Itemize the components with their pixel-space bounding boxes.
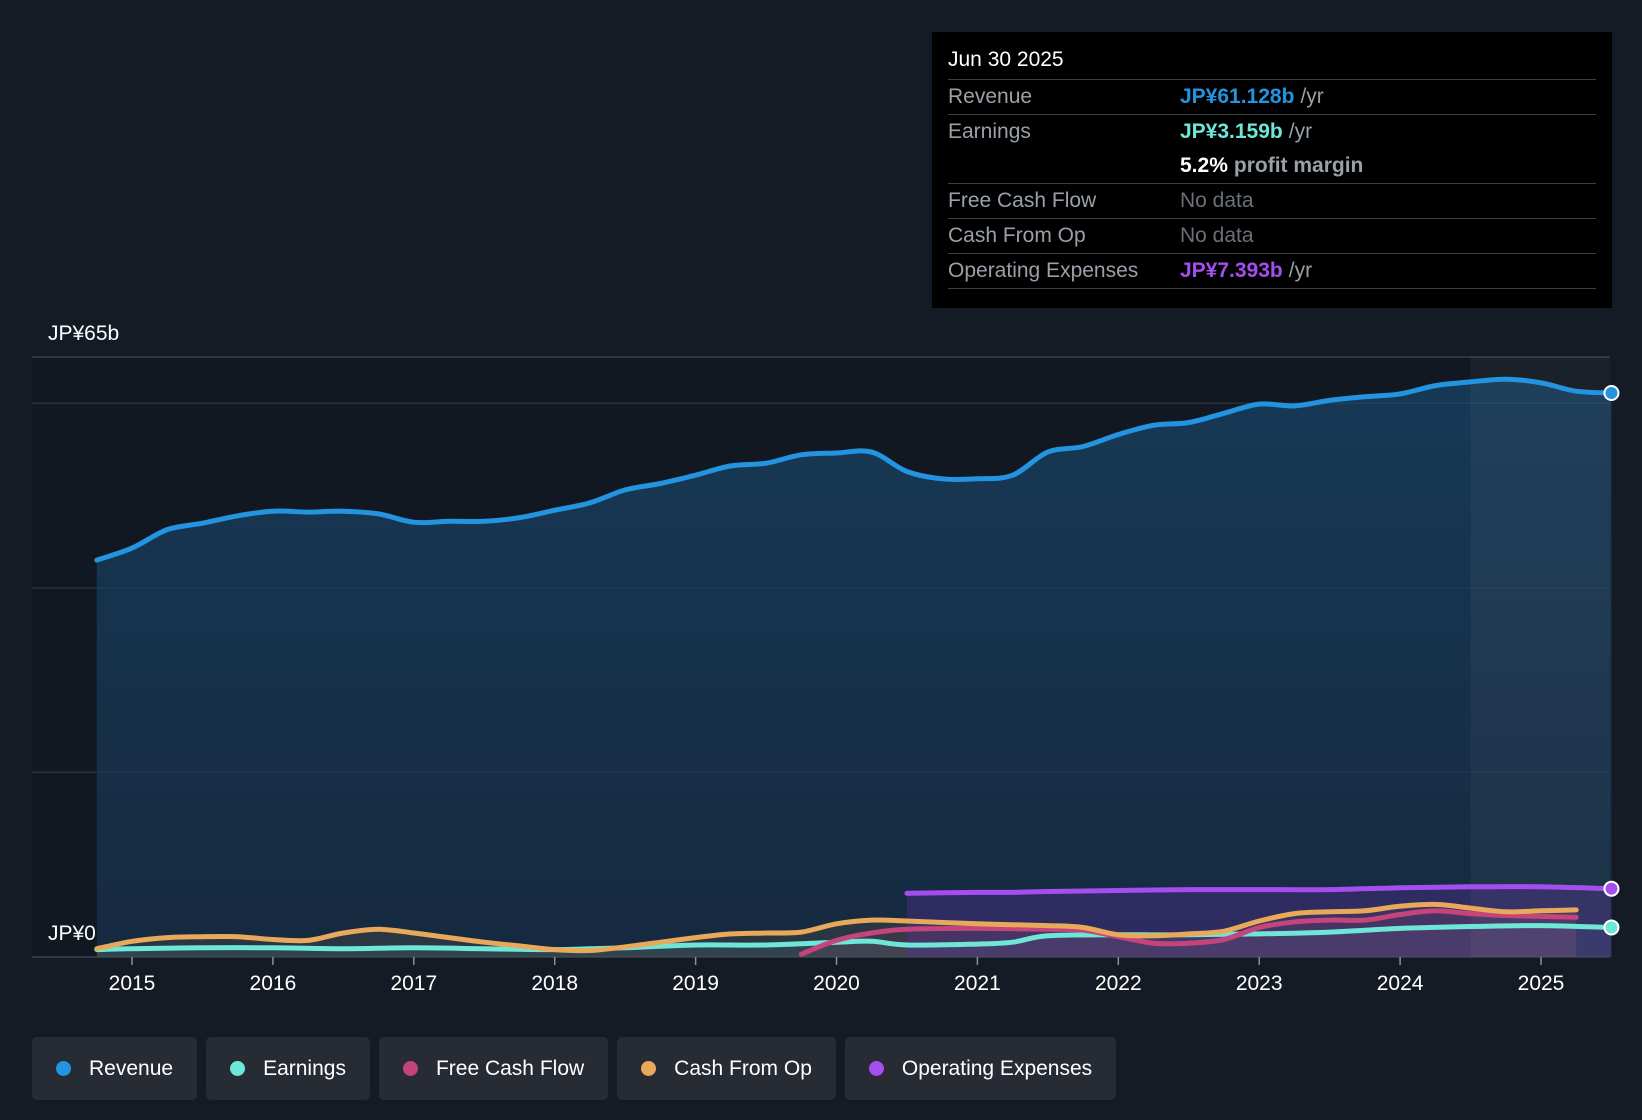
- x-tick-label: 2016: [250, 972, 297, 995]
- x-tick-label: 2024: [1377, 972, 1424, 995]
- tooltip-nodata: No data: [1180, 189, 1254, 212]
- tooltip-value: JP¥7.393b: [1180, 259, 1283, 282]
- legend: Revenue Earnings Free Cash Flow Cash Fro…: [32, 1037, 1125, 1100]
- end-point-operating-expenses: [1603, 880, 1620, 897]
- past-year-shade: [1470, 357, 1610, 957]
- tooltip-row-earnings: Earnings JP¥3.159b/yr: [948, 115, 1596, 149]
- legend-item-revenue[interactable]: Revenue: [32, 1037, 198, 1100]
- tooltip-row-opex: Operating Expenses JP¥7.393b/yr: [948, 254, 1596, 289]
- tooltip-label: Free Cash Flow: [948, 189, 1097, 212]
- legend-item-free-cash-flow[interactable]: Free Cash Flow: [378, 1037, 609, 1100]
- legend-dot-icon: [868, 1061, 884, 1076]
- tooltip-unit: profit margin: [1233, 154, 1364, 177]
- line-operating-expenses: [904, 884, 1614, 896]
- tooltip-row-revenue: Revenue JP¥61.128b/yr: [948, 80, 1596, 115]
- tooltip-label: Cash From Op: [948, 224, 1086, 247]
- legend-dot-icon: [641, 1061, 657, 1076]
- x-tick-label: 2023: [1236, 972, 1283, 995]
- legend-label: Revenue: [89, 1056, 174, 1080]
- legend-item-cash-from-op[interactable]: Cash From Op: [617, 1037, 836, 1100]
- end-point-revenue: [1603, 385, 1620, 401]
- tooltip: Jun 30 2025 Revenue JP¥61.128b/yr Earnin…: [932, 32, 1612, 308]
- tooltip-unit: /yr: [1288, 120, 1313, 143]
- tooltip-label: Earnings: [948, 120, 1031, 143]
- end-point-earnings: [1603, 919, 1620, 936]
- legend-item-operating-expenses[interactable]: Operating Expenses: [844, 1037, 1117, 1100]
- x-tick-label: 2019: [672, 972, 719, 995]
- legend-item-earnings[interactable]: Earnings: [206, 1037, 370, 1100]
- tooltip-value-wrap: JP¥7.393b/yr: [1180, 254, 1312, 288]
- tooltip-value-wrap: 5.2% profit margin: [1180, 149, 1363, 183]
- line-revenue: [94, 376, 1614, 563]
- y-label-top: JP¥65b: [48, 322, 119, 345]
- line-earnings: [94, 923, 1614, 953]
- legend-dot-icon: [402, 1061, 418, 1076]
- tooltip-value: JP¥3.159b: [1180, 120, 1283, 143]
- tooltip-row-fcf: Free Cash Flow No data: [948, 184, 1596, 219]
- legend-label: Cash From Op: [674, 1056, 812, 1080]
- line-free-cash-flow: [798, 908, 1579, 957]
- tooltip-value-wrap: JP¥61.128b/yr: [1180, 80, 1324, 114]
- x-tick-label: 2017: [390, 972, 437, 995]
- tooltip-value: JP¥61.128b: [1180, 85, 1295, 108]
- x-tick-label: 2018: [531, 972, 578, 995]
- tooltip-date: Jun 30 2025: [948, 46, 1596, 80]
- legend-label: Free Cash Flow: [435, 1056, 585, 1080]
- tooltip-label: Revenue: [948, 85, 1033, 108]
- tooltip-value: 5.2%: [1180, 154, 1228, 177]
- tooltip-nodata: No data: [1180, 224, 1254, 247]
- line-cash-from-op: [94, 901, 1579, 954]
- y-label-bottom: JP¥0: [48, 922, 96, 945]
- tooltip-unit: /yr: [1300, 85, 1324, 108]
- legend-dot-icon: [230, 1061, 246, 1076]
- x-tick-label: 2025: [1518, 972, 1565, 995]
- x-tick-label: 2021: [954, 972, 1001, 995]
- x-tick-label: 2022: [1095, 972, 1142, 995]
- tooltip-row-cfo: Cash From Op No data: [948, 219, 1596, 254]
- legend-label: Operating Expenses: [901, 1056, 1093, 1080]
- x-tick-label: 2020: [813, 972, 860, 995]
- x-tick-label: 2015: [109, 972, 156, 995]
- tooltip-label: Operating Expenses: [948, 259, 1139, 282]
- legend-dot-icon: [56, 1061, 71, 1076]
- tooltip-value-wrap: JP¥3.159b/yr: [1180, 115, 1312, 149]
- tooltip-row-margin: 5.2% profit margin: [948, 149, 1596, 184]
- tooltip-label: [948, 149, 1180, 183]
- legend-label: Earnings: [263, 1056, 346, 1080]
- tooltip-unit: /yr: [1288, 259, 1313, 282]
